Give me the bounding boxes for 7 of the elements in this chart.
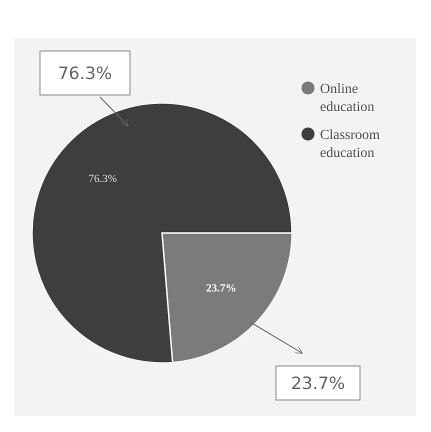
legend-label: Online education	[320, 82, 374, 116]
text: 76.3%	[58, 64, 112, 84]
legend-label: Classroom education	[320, 128, 380, 162]
data-label: 76.3%	[88, 173, 117, 186]
pie-slice	[31, 102, 293, 364]
text: 23.7%	[290, 374, 346, 394]
data-label: 23.7%	[206, 282, 236, 294]
